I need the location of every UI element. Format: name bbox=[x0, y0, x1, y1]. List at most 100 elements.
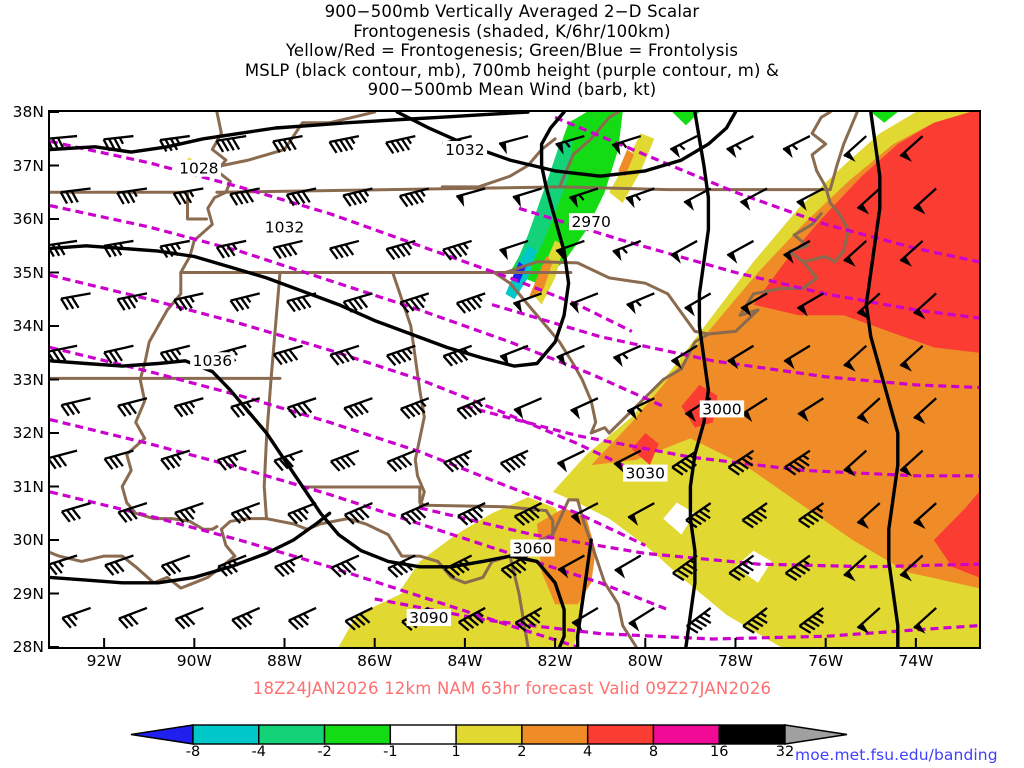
wind-barb bbox=[60, 292, 91, 311]
pamlico-sound bbox=[788, 212, 823, 264]
barb-shaft bbox=[442, 239, 472, 251]
barb-full bbox=[164, 244, 174, 258]
barb-full bbox=[732, 463, 745, 473]
barb-full bbox=[458, 560, 470, 572]
barb-shaft bbox=[784, 449, 811, 469]
colorbar-swatch-3 bbox=[389, 724, 457, 745]
barb-full bbox=[287, 513, 298, 525]
barb-full bbox=[340, 562, 352, 574]
barb-full bbox=[215, 246, 225, 259]
barb-full bbox=[126, 190, 136, 204]
barb-full bbox=[116, 192, 125, 205]
barb-full bbox=[287, 619, 299, 631]
barb-full bbox=[109, 562, 120, 575]
barb-full bbox=[50, 458, 57, 470]
barb-half bbox=[759, 612, 767, 618]
barb-shaft bbox=[159, 134, 190, 142]
wind-barb bbox=[741, 502, 768, 529]
height-label-3060-halo bbox=[510, 539, 555, 557]
wind-barb bbox=[726, 239, 755, 264]
barb-half bbox=[232, 454, 239, 462]
barb-shaft bbox=[856, 502, 881, 525]
barb-full bbox=[751, 618, 764, 628]
barb-shaft bbox=[50, 239, 78, 247]
barb-full bbox=[108, 456, 119, 469]
barb-full bbox=[274, 566, 285, 578]
barb-shaft bbox=[387, 449, 416, 463]
barb-full bbox=[807, 513, 820, 523]
barb-shaft bbox=[50, 344, 78, 353]
barb-shaft bbox=[231, 502, 261, 515]
barb-full bbox=[291, 192, 301, 206]
lat-label-36N: 36N bbox=[12, 210, 44, 228]
barb-full bbox=[447, 247, 458, 260]
barb-full bbox=[164, 138, 173, 152]
barb-half bbox=[476, 505, 484, 513]
barb-shaft bbox=[103, 344, 134, 354]
barb-full bbox=[680, 460, 693, 470]
barb-full bbox=[386, 354, 397, 367]
height-label-3090: 3090 bbox=[409, 609, 448, 627]
barb-shaft bbox=[385, 134, 416, 144]
barb-full bbox=[172, 192, 182, 206]
barb-full bbox=[448, 565, 461, 577]
barb-full bbox=[802, 516, 815, 526]
barb-full bbox=[452, 245, 463, 258]
barb-full bbox=[272, 247, 282, 260]
barb-full bbox=[741, 519, 754, 529]
barb-full bbox=[102, 138, 111, 152]
barb-shaft bbox=[456, 292, 486, 305]
ohio-river bbox=[215, 112, 377, 169]
barb-half bbox=[288, 454, 296, 462]
mslp-label-1028-halo bbox=[176, 159, 222, 177]
wind-barb bbox=[625, 187, 655, 209]
barb-full bbox=[61, 617, 72, 629]
wind-barb bbox=[444, 554, 473, 579]
barb-flag bbox=[628, 514, 639, 526]
wind-barb bbox=[499, 239, 529, 261]
wind-barb bbox=[458, 606, 486, 632]
barb-full bbox=[329, 354, 340, 366]
barb-full bbox=[116, 405, 127, 417]
tennessee-kentucky-border bbox=[215, 185, 562, 194]
barb-full bbox=[59, 191, 69, 205]
height-label-3060: 3060 bbox=[513, 539, 552, 557]
wind-barb bbox=[400, 502, 430, 526]
barb-shaft bbox=[118, 501, 148, 514]
barb-full bbox=[284, 562, 295, 574]
wind-barb bbox=[160, 554, 191, 577]
barb-shaft bbox=[444, 554, 473, 570]
lon-label-76W: 76W bbox=[808, 652, 844, 670]
barb-full bbox=[448, 459, 460, 471]
barb-half bbox=[519, 558, 527, 565]
barb-full bbox=[784, 466, 797, 476]
wind-barbs bbox=[50, 134, 937, 634]
height-contour-3030 bbox=[464, 404, 979, 478]
lon-label-86W: 86W bbox=[357, 652, 393, 670]
barb-flag bbox=[913, 308, 926, 320]
barb-half bbox=[519, 453, 527, 460]
wind-barb bbox=[569, 292, 599, 314]
barb-full bbox=[71, 507, 82, 520]
barb-full bbox=[123, 615, 134, 628]
barb-flag bbox=[499, 142, 507, 155]
barb-half bbox=[476, 400, 484, 408]
colorbar-tick-8: 8 bbox=[648, 744, 659, 760]
barb-flag bbox=[796, 199, 807, 211]
wind-barb bbox=[570, 397, 599, 420]
wind-barb bbox=[174, 606, 204, 630]
barb-full bbox=[127, 508, 138, 520]
wind-barb bbox=[386, 449, 416, 473]
barb-full bbox=[283, 456, 294, 468]
barb-shaft bbox=[798, 607, 825, 627]
wind-barb bbox=[627, 502, 655, 526]
wind-barb bbox=[784, 554, 811, 582]
barb-full bbox=[66, 509, 76, 521]
barb-shaft bbox=[913, 397, 937, 420]
colorbar-swatch-6 bbox=[586, 724, 655, 745]
barb-full bbox=[240, 297, 250, 310]
barb-full bbox=[170, 561, 182, 573]
wind-barb bbox=[843, 135, 868, 162]
barb-full bbox=[342, 194, 352, 207]
mslp-label-1032: 1032 bbox=[445, 141, 484, 159]
